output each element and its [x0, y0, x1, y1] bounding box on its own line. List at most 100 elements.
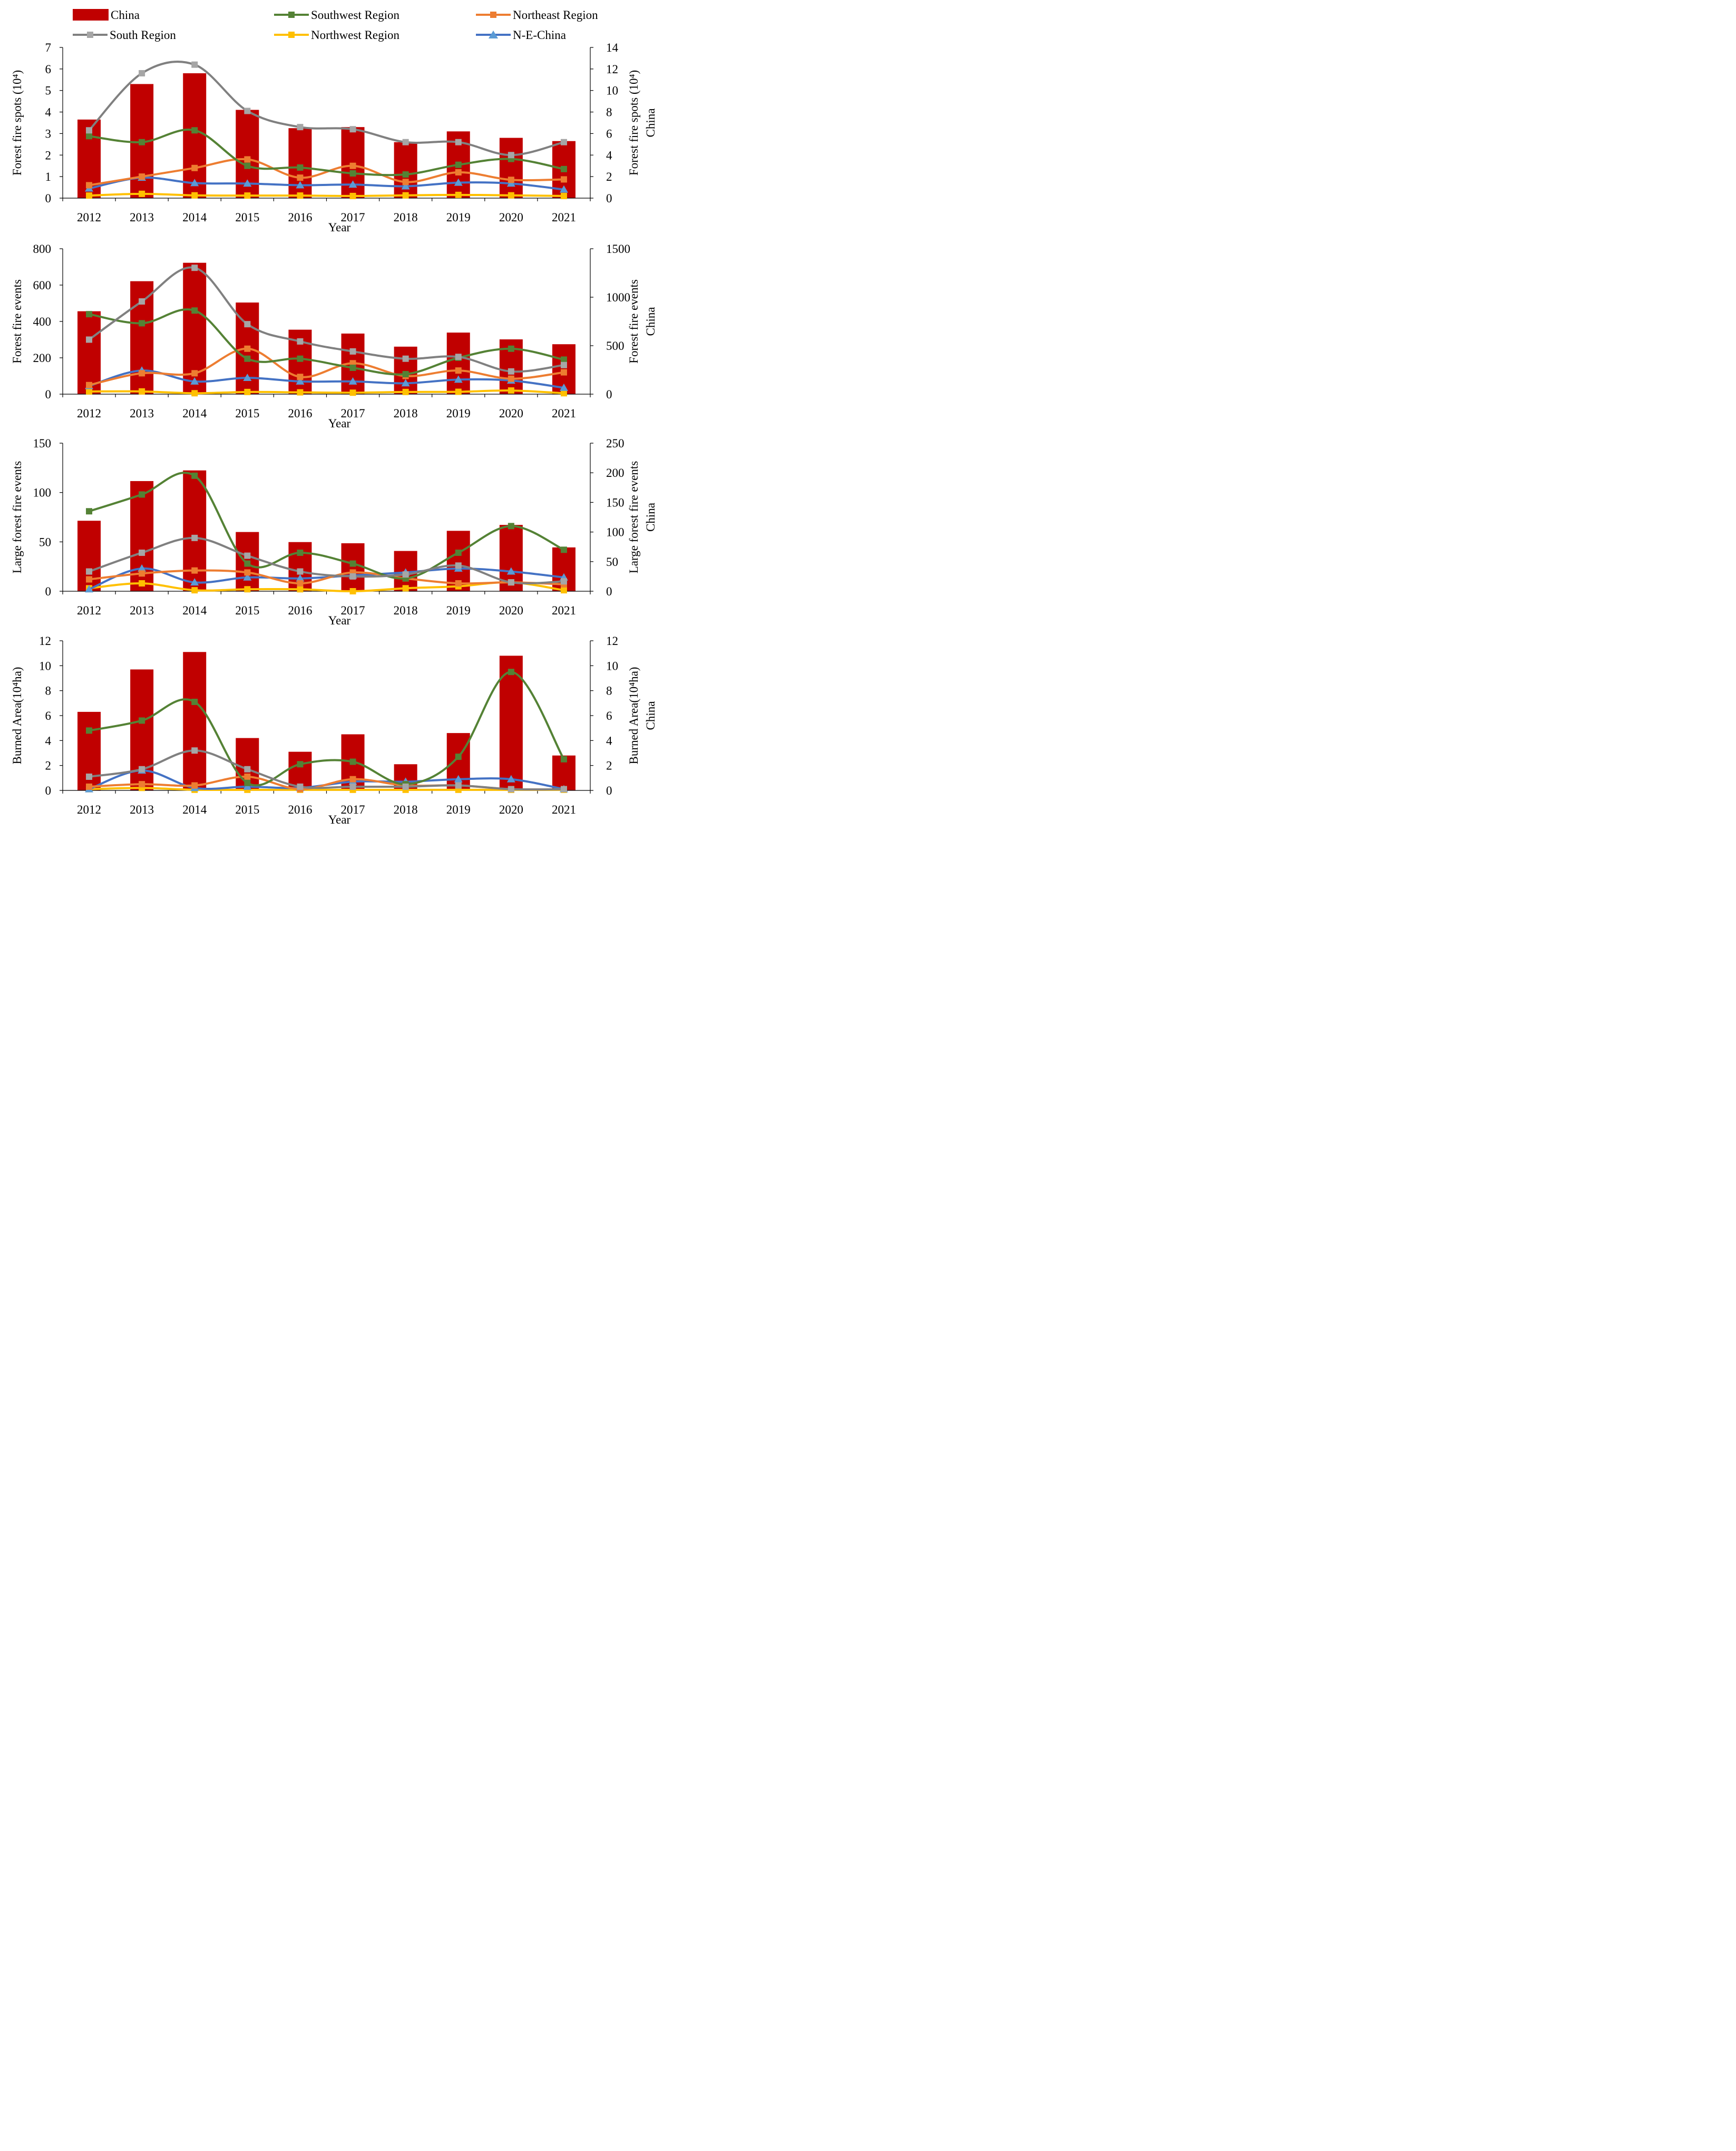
x-tick-label: 2018 — [394, 604, 418, 617]
point-southwest-region-2014 — [191, 472, 198, 479]
point-southwest-region-2012 — [86, 727, 93, 734]
x-tick-label: 2012 — [77, 604, 101, 617]
y-tick-label: 600 — [33, 279, 52, 292]
legend-marker — [87, 32, 93, 38]
x-tick-label: 2017 — [341, 604, 365, 617]
point-south-region-2016 — [297, 124, 304, 131]
point-northwest-region-2016 — [297, 389, 304, 396]
point-northwest-region-2012 — [86, 388, 93, 395]
point-northeast-region-2017 — [349, 162, 356, 169]
point-northeast-region-2013 — [139, 370, 145, 377]
point-northwest-region-2016 — [297, 192, 304, 199]
point-northeast-region-2020 — [508, 375, 514, 382]
point-northwest-region-2017 — [349, 588, 356, 594]
y-right-axis-title: Forest fire events — [627, 279, 640, 364]
x-axis-title: Year — [328, 614, 351, 627]
point-northeast-region-2020 — [508, 177, 514, 183]
point-southwest-region-2019 — [455, 161, 462, 168]
x-tick-label: 2021 — [552, 407, 576, 420]
series-line-southwest-region — [88, 129, 565, 177]
legend-item-northeast-region: Northeast Region — [476, 8, 598, 22]
point-northwest-region-2014 — [191, 390, 198, 397]
y-right-tick-label: 10 — [606, 659, 618, 672]
x-tick-label: 2016 — [288, 604, 312, 617]
point-northeast-region-2019 — [455, 580, 462, 587]
bar-china-2012 — [77, 311, 101, 394]
point-northwest-region-2018 — [402, 388, 409, 395]
point-n-e-china-2021 — [559, 185, 568, 193]
y-right-tick-label: 200 — [606, 466, 625, 480]
series-line-southwest-region — [88, 472, 565, 580]
point-northwest-region-2020 — [508, 192, 514, 199]
y-right-tick-label: 8 — [606, 106, 612, 119]
point-south-region-2014 — [191, 747, 198, 754]
point-northeast-region-2016 — [297, 374, 304, 380]
point-southwest-region-2019 — [455, 549, 462, 556]
x-tick-label: 2021 — [552, 803, 576, 816]
y-tick-label: 4 — [45, 106, 52, 119]
x-tick-label: 2016 — [288, 211, 312, 224]
x-tick-label: 2017 — [341, 211, 365, 224]
point-northwest-region-2013 — [139, 580, 145, 587]
point-south-region-2021 — [560, 139, 567, 145]
x-tick-label: 2014 — [182, 604, 207, 617]
point-northwest-region-2019 — [455, 191, 462, 198]
x-axis-title: Year — [328, 417, 351, 430]
x-tick-label: 2021 — [552, 211, 576, 224]
point-northeast-region-2012 — [86, 576, 93, 583]
legend-label: Northeast Region — [513, 8, 598, 22]
bar-china-2020 — [499, 656, 523, 790]
x-tick-label: 2020 — [499, 407, 523, 420]
point-northwest-region-2021 — [560, 390, 567, 397]
point-southwest-region-2013 — [139, 320, 145, 327]
point-northwest-region-2016 — [297, 586, 304, 593]
y-right-tick-label: 100 — [606, 526, 625, 539]
point-n-e-china-2012 — [85, 585, 94, 593]
y-axis-title: Large forest fire events — [11, 461, 24, 574]
legend-marker — [489, 31, 498, 38]
legend-item-south-region: South Region — [73, 28, 176, 42]
point-northeast-region-2012 — [86, 182, 93, 189]
y-tick-label: 50 — [39, 535, 51, 549]
series-line-southwest-region — [88, 308, 565, 376]
point-south-region-2021 — [560, 361, 567, 368]
bar-china-2020 — [499, 138, 523, 198]
x-tick-label: 2015 — [235, 803, 259, 816]
y-right-tick-label: 2 — [606, 759, 612, 773]
series-south-region — [86, 265, 567, 375]
x-tick-label: 2013 — [130, 211, 154, 224]
y-tick-label: 400 — [33, 315, 52, 328]
point-n-e-china-2018 — [401, 379, 410, 387]
point-southwest-region-2013 — [139, 139, 145, 145]
point-northeast-region-2014 — [191, 164, 198, 171]
y-right-axis-title: Forest fire spots (10⁴) — [627, 70, 640, 175]
y-tick-label: 10 — [39, 659, 51, 672]
y-tick-label: 7 — [45, 41, 52, 54]
x-tick-label: 2018 — [394, 407, 418, 420]
point-southwest-region-2018 — [402, 171, 409, 178]
x-tick-label: 2020 — [499, 803, 523, 816]
point-southwest-region-2014 — [191, 698, 198, 705]
x-tick-label: 2019 — [446, 211, 471, 224]
series-south-region — [86, 747, 567, 793]
x-tick-label: 2013 — [130, 604, 154, 617]
point-south-region-2017 — [349, 783, 356, 790]
point-south-region-2021 — [560, 786, 567, 793]
point-southwest-region-2017 — [349, 758, 356, 765]
series-northwest-region — [86, 190, 567, 199]
y-right-tick-label: 0 — [606, 192, 612, 205]
y-tick-label: 2 — [45, 149, 52, 162]
y-axis-title: Forest fire events — [11, 279, 24, 364]
point-south-region-2017 — [349, 348, 356, 355]
x-tick-label: 2015 — [235, 407, 259, 420]
point-northwest-region-2014 — [191, 192, 198, 199]
legend-marker — [288, 12, 295, 18]
point-south-region-2013 — [139, 549, 145, 556]
bar-china-2018 — [394, 142, 417, 198]
point-southwest-region-2016 — [297, 355, 304, 362]
point-southwest-region-2021 — [560, 165, 567, 172]
y-right-tick-label: 6 — [606, 127, 612, 140]
point-southwest-region-2013 — [139, 717, 145, 724]
point-northeast-region-2015 — [244, 773, 251, 780]
point-northwest-region-2021 — [560, 192, 567, 199]
